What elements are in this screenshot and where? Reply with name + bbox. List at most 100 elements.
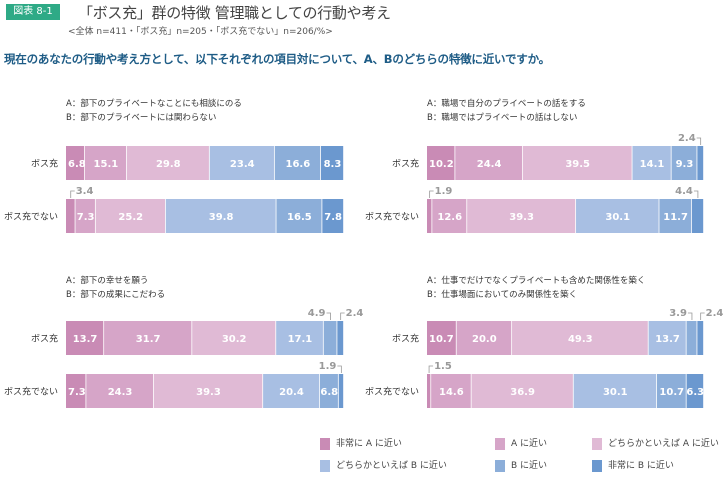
item-b-label: B：職場ではプライベートの話はしない [427,112,577,123]
callout-leader [428,365,434,373]
category-label: ボス充 [31,158,58,170]
bar-segment [86,374,154,408]
legend-swatch [592,438,602,450]
legend-label: どちらかといえば B に近い [336,461,447,471]
callout-leader [696,137,702,145]
legend: 非常に A に近い A に近い どちらかといえば A に近い どちらかといえば … [320,438,728,478]
legend-swatch [592,460,602,472]
bar-segment [471,374,573,408]
legend-label: 非常に B に近い [608,461,674,471]
bar-segment [432,199,467,233]
item-a-label: A：部下の幸せを願う [66,275,148,286]
bar-segment [697,146,704,180]
bar-segment [320,146,344,180]
category-label: ボス充 [392,158,419,170]
callout-label: 1.9 [319,361,337,372]
data-label: 39.3 [509,212,534,223]
bar-segment [323,321,337,355]
callout-label: 2.4 [346,308,364,319]
survey-question: 現在のあなたの行動や考え方として、以下それぞれの項目対について、A、Bのどちらの… [4,52,550,66]
bar-segment [66,374,86,408]
figure-number-badge: 図表 8-1 [6,4,60,20]
bar-segment [209,146,274,180]
bar-segment [104,321,192,355]
data-label: 16.6 [286,159,311,170]
data-label: 30.1 [603,387,628,398]
bar-segment [456,321,512,355]
bar-segment [648,321,686,355]
data-label: 14.1 [640,159,665,170]
bar-segment [427,374,431,408]
callout-leader [693,190,699,198]
data-label: 20.0 [472,334,497,345]
data-label: 6.8 [68,159,86,170]
bar-segment [686,374,704,408]
bar-segment [276,321,323,355]
data-label: 36.9 [510,387,535,398]
category-label: ボス充でない [4,211,58,223]
data-label: 24.3 [108,387,133,398]
legend-item-strongly-a: 非常に A に近い [320,438,402,450]
bar-segment [95,199,166,233]
data-label: 24.4 [477,159,502,170]
bar-segment [319,374,338,408]
legend-label: 非常に A に近い [336,439,402,449]
data-label: 23.4 [230,159,255,170]
item-a-label: A：仕事でだけでなくプライベートも含めた関係性を築く [427,275,645,286]
bar-segment [512,321,648,355]
category-label: ボス充でない [4,386,58,398]
bar-segment [322,199,344,233]
bar-segment [66,321,104,355]
bar-segment [697,321,704,355]
data-label: 39.5 [565,159,590,170]
category-label: ボス充 [31,333,58,345]
data-label: 9.3 [676,159,694,170]
data-label: 7.3 [68,387,86,398]
legend-item-strongly-b: 非常に B に近い [592,460,674,472]
bar-segment [686,321,697,355]
legend-label: B に近い [511,461,548,471]
callout-leader [700,312,705,320]
callout-label: 1.9 [435,186,453,197]
data-label: 31.7 [136,334,161,345]
callout-label: 4.9 [308,308,326,319]
legend-item-b: B に近い [495,460,547,472]
data-label: 6.3 [686,387,704,398]
bar-segment [656,374,686,408]
bar-segment [337,321,344,355]
data-label: 6.8 [320,387,338,398]
data-label: 20.4 [279,387,304,398]
legend-item-a: A に近い [495,438,547,450]
bar-segment [522,146,632,180]
bar-segment [427,146,455,180]
category-label: ボス充 [392,333,419,345]
bar-segment [671,146,697,180]
callout-label: 1.5 [434,361,452,372]
callout-label: 3.4 [76,186,94,197]
bar-segment [274,146,321,180]
data-label: 29.8 [156,159,181,170]
callout-leader [70,190,75,198]
bar-segment [75,199,95,233]
bar-segment [455,146,523,180]
legend-swatch [495,460,505,472]
category-label: ボス充でない [365,211,419,223]
data-label: 16.5 [287,212,312,223]
callout-leader [340,312,345,320]
bar-segment [632,146,671,180]
item-b-label: B：部下の成果にこだわる [66,289,165,300]
bar-segment [691,199,704,233]
bar-segment [153,374,263,408]
callout-label: 2.4 [678,133,696,144]
bar-segment [263,374,320,408]
bar-segment [66,146,85,180]
item-a-label: A：職場で自分のプライベートの話をする [427,98,586,109]
callout-leader [337,365,342,373]
callout-label: 3.9 [669,308,687,319]
callout-label: 4.4 [675,186,693,197]
data-label: 8.3 [324,159,342,170]
sample-size-note: <全体 n=411・「ボス充」n=205・「ボス充でない」n=206/%> [68,27,333,37]
legend-label: どちらかといえば A に近い [608,439,719,449]
bar-segment [66,199,75,233]
callout-leader [326,312,331,320]
